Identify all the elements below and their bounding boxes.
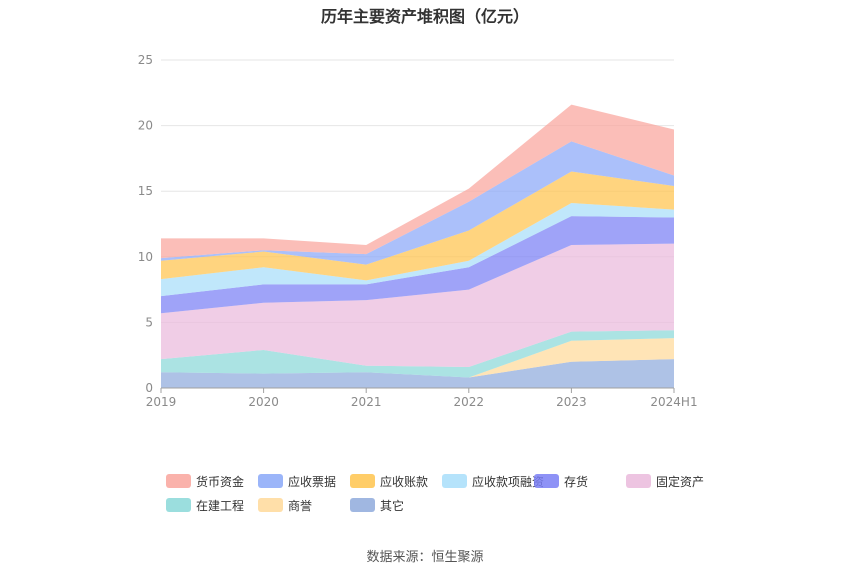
x-tick-label: 2024H1 [650,395,697,409]
legend-item[interactable]: 存货 [534,473,588,489]
legend-item[interactable]: 应收账款 [350,473,428,489]
legend-item[interactable]: 应收款项融资 [442,473,544,489]
area-series-3 [161,243,674,368]
area-series-layer [161,104,674,388]
legend-item[interactable]: 应收票据 [258,473,336,489]
x-tick-label: 2022 [454,395,485,409]
x-tick-label: 2019 [146,395,177,409]
legend-item[interactable]: 在建工程 [166,497,244,513]
area-series-4 [161,216,674,314]
legend-label: 固定资产 [656,474,705,489]
x-tick-label: 2021 [351,395,382,409]
area-series-5 [161,203,674,297]
legend-item[interactable]: 其它 [350,497,404,513]
source-note: 数据来源：恒生聚源 [366,550,484,565]
area-series-7 [161,141,674,265]
legend-swatch [442,474,467,488]
x-tick-label: 2023 [556,395,587,409]
y-tick-label: 0 [145,381,153,395]
chart-title: 历年主要资产堆积图（亿元） [320,7,529,26]
legend-swatch [350,498,375,512]
legend-label: 应收账款 [380,474,429,489]
legend-label: 货币资金 [196,474,245,489]
legend-swatch [166,498,191,512]
axes: 0 5 10 15 20 25 2019 2020 2021 2022 2023 2024H1 [138,53,698,409]
legend-label: 应收票据 [288,474,337,489]
legend-item[interactable]: 商誉 [258,497,312,513]
area-series-1 [161,338,674,378]
legend-swatch [166,474,191,488]
area-series-6 [161,171,674,281]
y-tick-label: 20 [138,119,153,133]
legend-label: 应收款项融资 [472,474,545,489]
legend-item[interactable]: 货币资金 [166,473,244,489]
legend-label: 其它 [380,498,405,513]
legend-label: 商誉 [288,498,313,513]
legend-swatch [350,474,375,488]
y-tick-label: 15 [138,184,153,198]
y-tick-label: 10 [138,250,153,264]
legend-label: 在建工程 [196,498,245,513]
legend-label: 存货 [564,474,589,489]
area-series-2 [161,330,674,378]
area-series-0 [161,359,674,388]
stacked-area-chart: 0 5 10 15 20 25 2019 2020 2021 2022 2023 2024H1 [138,53,698,409]
legend-swatch [258,498,283,512]
y-tick-label: 25 [138,53,153,67]
legend-swatch [534,474,559,488]
legend-item[interactable]: 固定资产 [626,473,704,489]
legend-swatch [258,474,283,488]
y-tick-label: 5 [145,315,153,329]
x-tick-label: 2020 [248,395,279,409]
legend-swatch [626,474,651,488]
area-series-8 [161,104,674,259]
